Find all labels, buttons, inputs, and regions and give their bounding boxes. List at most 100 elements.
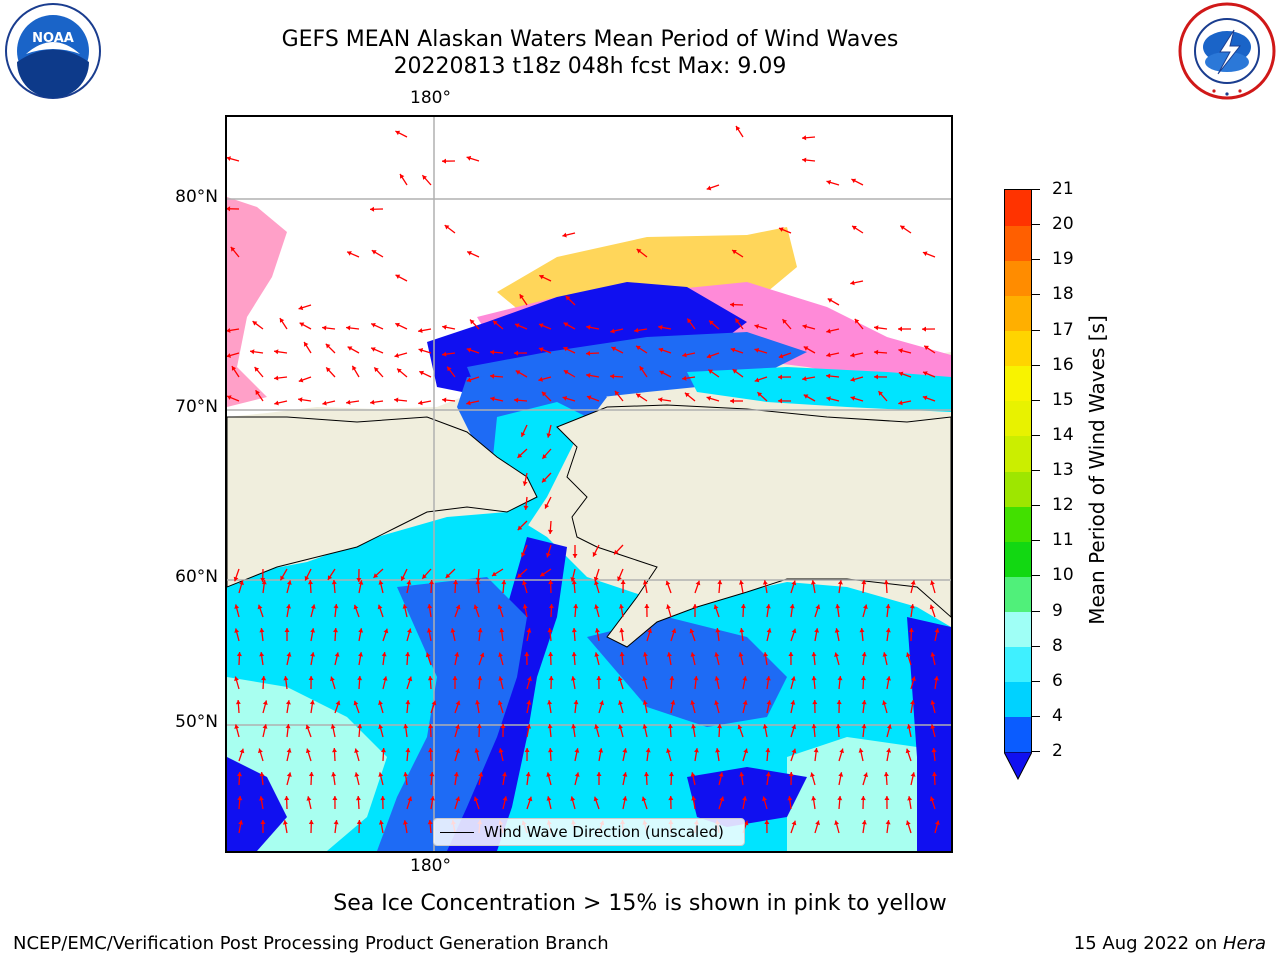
wind-wave-arrow-head: [837, 676, 843, 681]
wind-wave-arrow-head: [238, 820, 244, 825]
date-text: 15 Aug 2022 on: [1073, 933, 1223, 954]
wind-wave-arrows: [227, 125, 940, 834]
wind-wave-arrow-head: [907, 796, 913, 801]
wind-wave-arrow-head: [382, 676, 388, 681]
wind-wave-arrow-head: [310, 652, 315, 657]
wind-wave-arrow-head: [791, 748, 797, 754]
wind-wave-arrow-head: [308, 772, 314, 777]
wind-wave-arrow-head: [407, 796, 413, 802]
wind-wave-arrow-head: [353, 604, 359, 610]
wind-wave-arrow-head: [811, 652, 817, 657]
wind-wave-arrow-head: [813, 748, 819, 753]
wind-wave-arrow-head: [327, 575, 333, 580]
wind-wave-arrow-head: [788, 652, 794, 656]
wind-wave-arrow-head: [514, 397, 519, 403]
bottom-longitude-label: 180°: [410, 856, 451, 876]
wind-wave-arrow-head: [394, 353, 399, 358]
wind-wave-arrow-head: [378, 724, 384, 729]
wind-wave-arrow-head: [406, 580, 412, 585]
noaa-logo: NOAA: [4, 2, 102, 100]
wind-wave-arrow-head: [834, 652, 839, 657]
wind-wave-arrow-head: [851, 178, 857, 184]
wind-wave-arrow-head: [305, 724, 311, 730]
wind-wave-arrow-head: [586, 373, 591, 378]
wind-wave-arrow-head: [740, 604, 746, 609]
graticule: [227, 117, 951, 851]
wind-wave-arrow-head: [371, 347, 376, 352]
wind-wave-arrow-head: [884, 796, 890, 800]
wind-wave-arrow-head: [802, 376, 807, 382]
wind-wave-arrow-head: [514, 350, 518, 356]
wind-wave-arrow-head: [490, 349, 495, 355]
wind-wave-arrow-head: [815, 604, 821, 610]
colorbar-title: Mean Period of Wind Waves [s]: [1085, 315, 1109, 625]
lat-label-60: 60°N: [175, 567, 218, 587]
wind-wave-arrow-head: [274, 375, 279, 381]
wind-wave-arrow-head: [431, 700, 437, 706]
wind-wave-arrow-head: [618, 700, 623, 705]
sea-ice-left: [227, 197, 287, 407]
colorbar-tick: [1032, 470, 1040, 471]
colorbar-segment: [1005, 681, 1031, 718]
wind-wave-arrow-head: [442, 158, 446, 164]
wind-wave-arrow-head: [802, 135, 807, 141]
wind-wave-arrow-head: [594, 580, 599, 586]
wind-wave-arrow-head: [418, 348, 424, 353]
wind-wave-arrow-head: [548, 676, 554, 681]
wind-wave-arrow-head: [426, 628, 432, 633]
wind-wave-arrow-head: [730, 347, 736, 353]
wind-wave-arrow-head: [259, 772, 265, 777]
wind-wave-arrow-head: [930, 700, 936, 705]
wind-wave-arrow-head: [754, 377, 760, 383]
wind-wave-arrow-head: [355, 796, 361, 801]
wind-wave-arrow-head: [863, 604, 868, 609]
colorbar-tick-label: 12: [1052, 495, 1074, 516]
wind-wave-arrow-head: [762, 724, 768, 729]
wind-wave-arrow-head: [930, 580, 935, 586]
colorbar-tick-label: 18: [1052, 284, 1074, 305]
colorbar-tick: [1032, 505, 1040, 507]
wind-wave-arrow-head: [645, 748, 651, 753]
wind-wave-arrow-head: [618, 724, 623, 729]
wind-wave-arrow-head: [547, 724, 553, 729]
wind-wave-arrow-head: [811, 796, 817, 801]
wind-wave-arrow-head: [429, 772, 435, 777]
wind-wave-arrow-head: [356, 578, 362, 582]
wind-wave-arrow-head: [394, 397, 399, 403]
wind-wave-arrow-head: [620, 580, 626, 584]
wind-wave-arrow-head: [419, 370, 424, 376]
wind-wave-arrow-head: [922, 326, 926, 332]
wind-wave-arrow-head: [735, 318, 740, 324]
wind-wave-arrow-head: [666, 652, 672, 657]
wind-wave-arrow-head: [790, 700, 796, 705]
wind-wave-arrow-head: [754, 348, 760, 353]
wind-wave-arrow-head: [455, 796, 461, 802]
wind-wave-arrow-head: [933, 676, 939, 681]
wind-wave-arrow-head: [610, 373, 615, 379]
wind-wave-arrow-head: [538, 347, 544, 352]
wind-wave-arrow-head: [906, 652, 911, 658]
wind-wave-arrow-head: [498, 748, 504, 753]
wind-wave-arrow-head: [260, 820, 266, 824]
wind-wave-arrow-head: [284, 796, 290, 801]
wind-wave-arrow-head: [274, 400, 279, 406]
wind-wave-arrow-head: [470, 319, 475, 325]
wind-wave-arrow-head: [466, 155, 472, 161]
wind-wave-arrow-head: [850, 377, 855, 382]
wind-wave-arrow-head: [286, 652, 292, 657]
wind-wave-arrow-head: [466, 400, 471, 406]
wind-wave-arrow-head: [739, 772, 745, 777]
wind-wave-arrow-head: [732, 369, 738, 374]
wind-wave-arrow-head: [234, 604, 240, 609]
wind-wave-arrow-head: [322, 400, 327, 406]
colorbar-segment: [1005, 225, 1031, 261]
wind-wave-arrow-head: [475, 700, 480, 705]
wind-wave-arrow-head: [255, 390, 260, 395]
colorbar-tick-label: 15: [1052, 389, 1074, 410]
colorbar-segment: [1005, 541, 1031, 577]
colorbar-tick: [1032, 364, 1040, 366]
wind-wave-arrow-head: [826, 180, 832, 185]
wind-wave-arrow-head: [693, 676, 699, 681]
wind-wave-arrow-head: [493, 320, 498, 326]
wind-wave-arrow-head: [254, 367, 260, 372]
